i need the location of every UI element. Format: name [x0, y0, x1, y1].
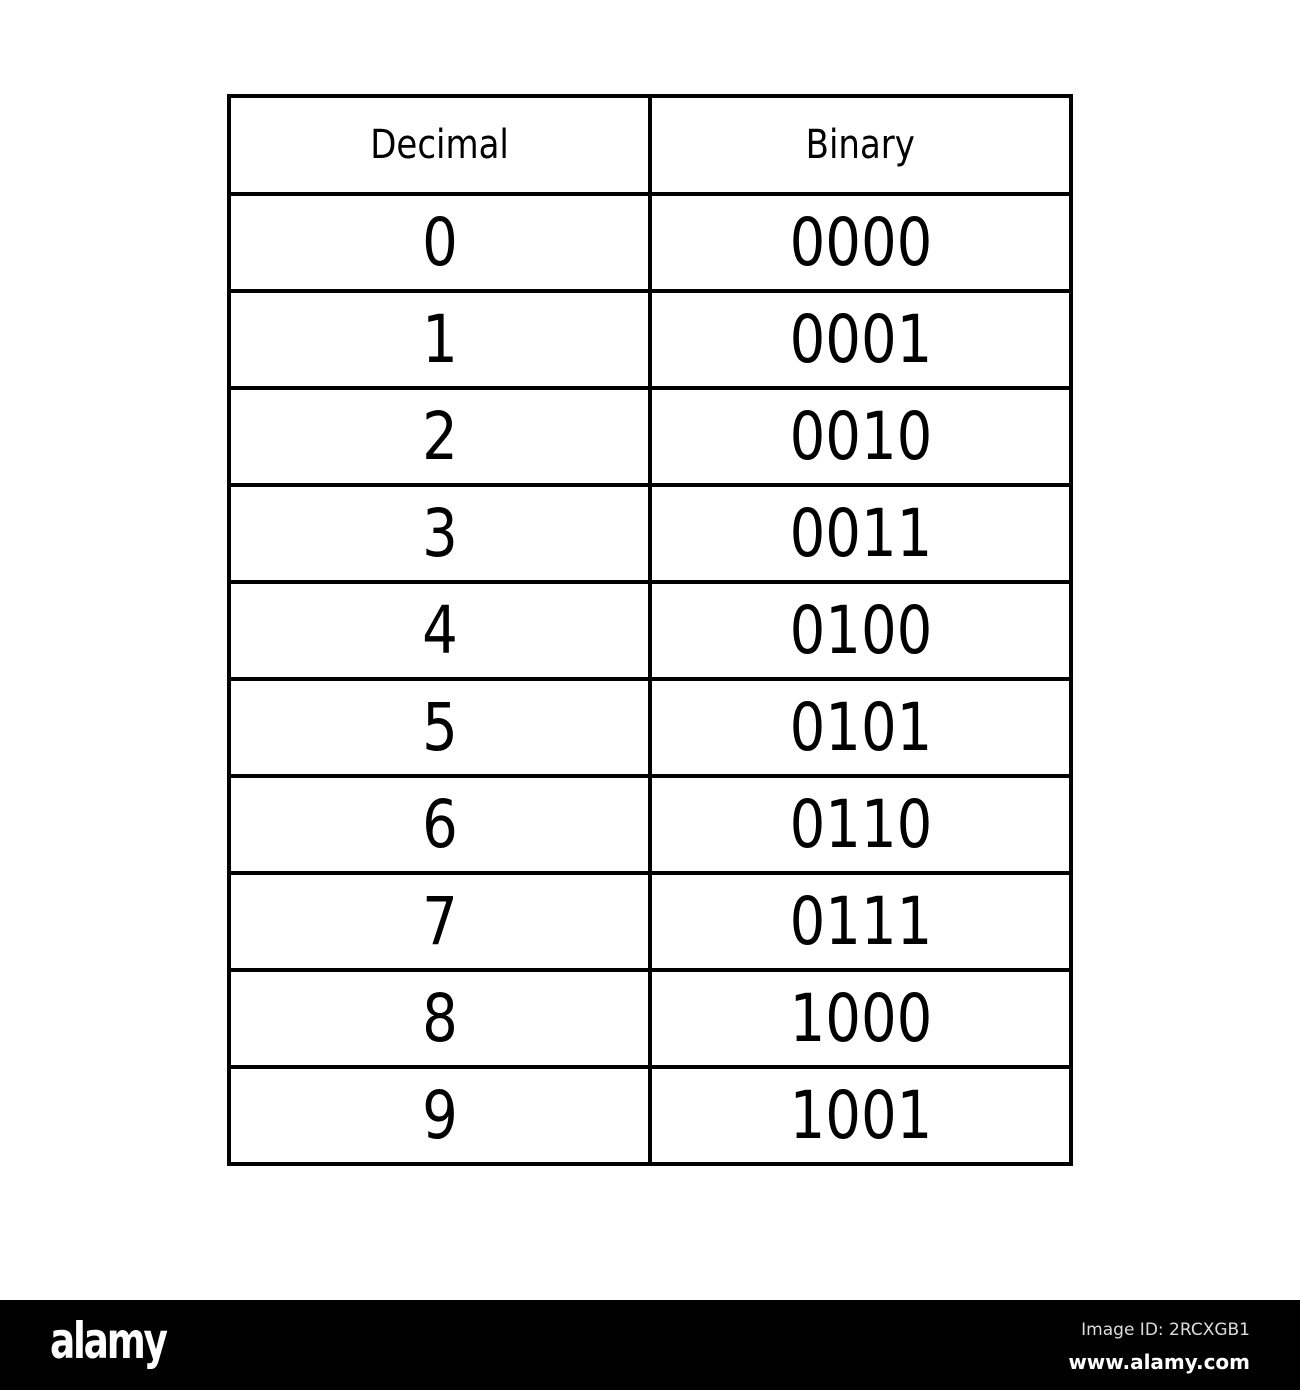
table-row: 2 0010: [227, 386, 1073, 487]
binary-cell: 0100: [648, 580, 1073, 681]
table-row: 1 0001: [227, 289, 1073, 390]
watermark-footer: alamy Image ID: 2RCXGB1 www.alamy.com: [0, 1300, 1300, 1390]
decimal-binary-table: Decimal Binary 0 0000 1 0001 2 0010 3 0011 4 0100…: [227, 94, 1073, 1166]
image-id: Image ID: 2RCXGB1: [1081, 1320, 1250, 1340]
table-row: 4 0100: [227, 580, 1073, 681]
decimal-cell: 8: [227, 968, 652, 1069]
table-row: 5 0101: [227, 677, 1073, 778]
table-row: 6 0110: [227, 774, 1073, 875]
table-row: 3 0011: [227, 483, 1073, 584]
binary-cell: 0101: [648, 677, 1073, 778]
binary-cell: 0010: [648, 386, 1073, 487]
alamy-logo: alamy: [50, 1312, 168, 1370]
binary-cell: 0111: [648, 871, 1073, 972]
decimal-cell: 6: [227, 774, 652, 875]
table-row: 7 0111: [227, 871, 1073, 972]
decimal-cell: 1: [227, 289, 652, 390]
binary-cell: 0110: [648, 774, 1073, 875]
decimal-cell: 4: [227, 580, 652, 681]
decimal-cell: 5: [227, 677, 652, 778]
decimal-cell: 9: [227, 1065, 652, 1166]
table-row: 8 1000: [227, 968, 1073, 1069]
header-decimal: Decimal: [227, 94, 652, 196]
binary-cell: 0011: [648, 483, 1073, 584]
site-url: www.alamy.com: [1068, 1350, 1250, 1374]
binary-cell: 0000: [648, 192, 1073, 293]
table-row: 0 0000: [227, 192, 1073, 293]
binary-cell: 0001: [648, 289, 1073, 390]
decimal-cell: 7: [227, 871, 652, 972]
decimal-cell: 2: [227, 386, 652, 487]
binary-cell: 1001: [648, 1065, 1073, 1166]
table-row: 9 1001: [227, 1065, 1073, 1166]
decimal-cell: 3: [227, 483, 652, 584]
header-binary: Binary: [648, 94, 1073, 196]
decimal-cell: 0: [227, 192, 652, 293]
binary-cell: 1000: [648, 968, 1073, 1069]
header-row: Decimal Binary: [227, 94, 1073, 196]
